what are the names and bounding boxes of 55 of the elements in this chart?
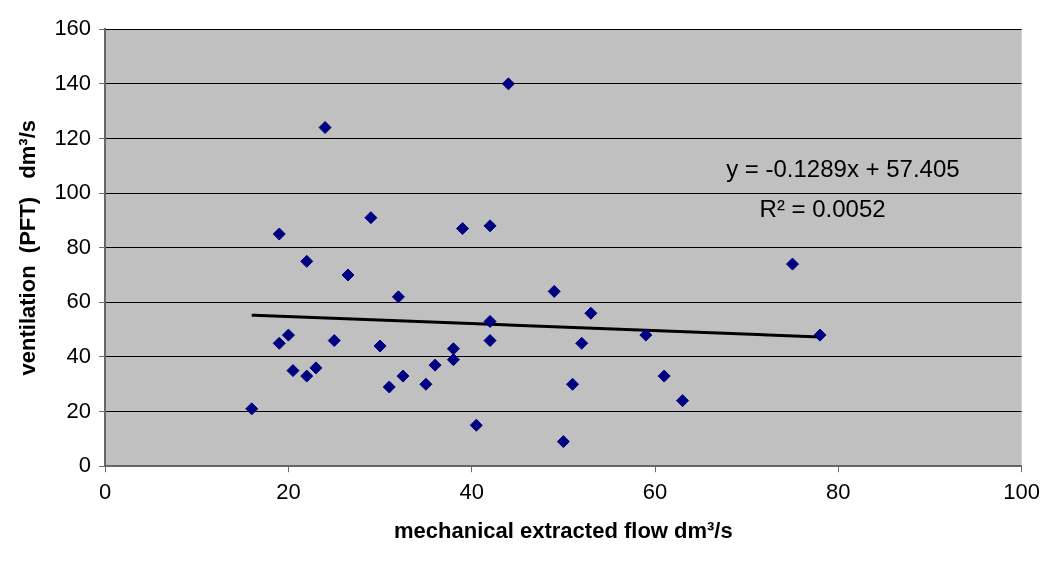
point <box>575 336 589 350</box>
point <box>428 358 442 372</box>
point <box>300 369 314 383</box>
y-tick-label: 60 <box>66 288 92 314</box>
point <box>309 361 323 375</box>
point <box>281 328 295 342</box>
x-tick-label: 40 <box>459 479 484 505</box>
point <box>483 314 497 328</box>
point <box>446 353 460 367</box>
point <box>341 268 355 282</box>
point <box>391 290 405 304</box>
y-tick-label: 20 <box>66 397 92 423</box>
point <box>364 211 378 225</box>
x-tick-label: 20 <box>276 479 301 505</box>
point <box>469 418 483 432</box>
y-tick-label: 160 <box>54 15 92 41</box>
point <box>373 339 387 353</box>
point <box>657 369 671 383</box>
point <box>327 334 341 348</box>
y-tick-label: 80 <box>66 233 92 259</box>
point <box>272 227 286 241</box>
y-tick-label: 120 <box>54 124 92 150</box>
y-tick-label: 140 <box>54 69 92 95</box>
point <box>639 328 653 342</box>
point <box>318 121 332 135</box>
point <box>456 222 470 236</box>
point <box>245 402 259 416</box>
point <box>272 336 286 350</box>
x-tick-label: 0 <box>98 479 112 505</box>
point <box>501 77 515 91</box>
point <box>396 369 410 383</box>
point <box>483 334 497 348</box>
x-tick-label: 60 <box>642 479 668 505</box>
point <box>786 257 800 271</box>
point <box>566 377 580 391</box>
x-tick-label: 80 <box>826 479 851 505</box>
point <box>286 364 300 378</box>
point <box>300 254 314 268</box>
point <box>483 219 497 233</box>
annotation: R² = 0.0052 <box>759 195 886 223</box>
y-axis-title: ventilation (PFT) dm³/s <box>15 119 41 376</box>
y-tick-label: 0 <box>78 452 92 478</box>
point <box>584 306 598 320</box>
point <box>446 342 460 356</box>
point <box>419 377 433 391</box>
point <box>547 284 561 298</box>
point <box>382 380 396 394</box>
point <box>676 394 690 408</box>
y-tick-label: 100 <box>54 179 92 205</box>
point <box>556 435 570 449</box>
point <box>813 328 827 342</box>
x-tick-label: 100 <box>1003 479 1041 505</box>
annotation: y = -0.1289x + 57.405 <box>726 155 960 183</box>
x-axis-title: mechanical extracted flow dm³/s <box>394 517 733 543</box>
y-tick-label: 40 <box>66 343 92 369</box>
